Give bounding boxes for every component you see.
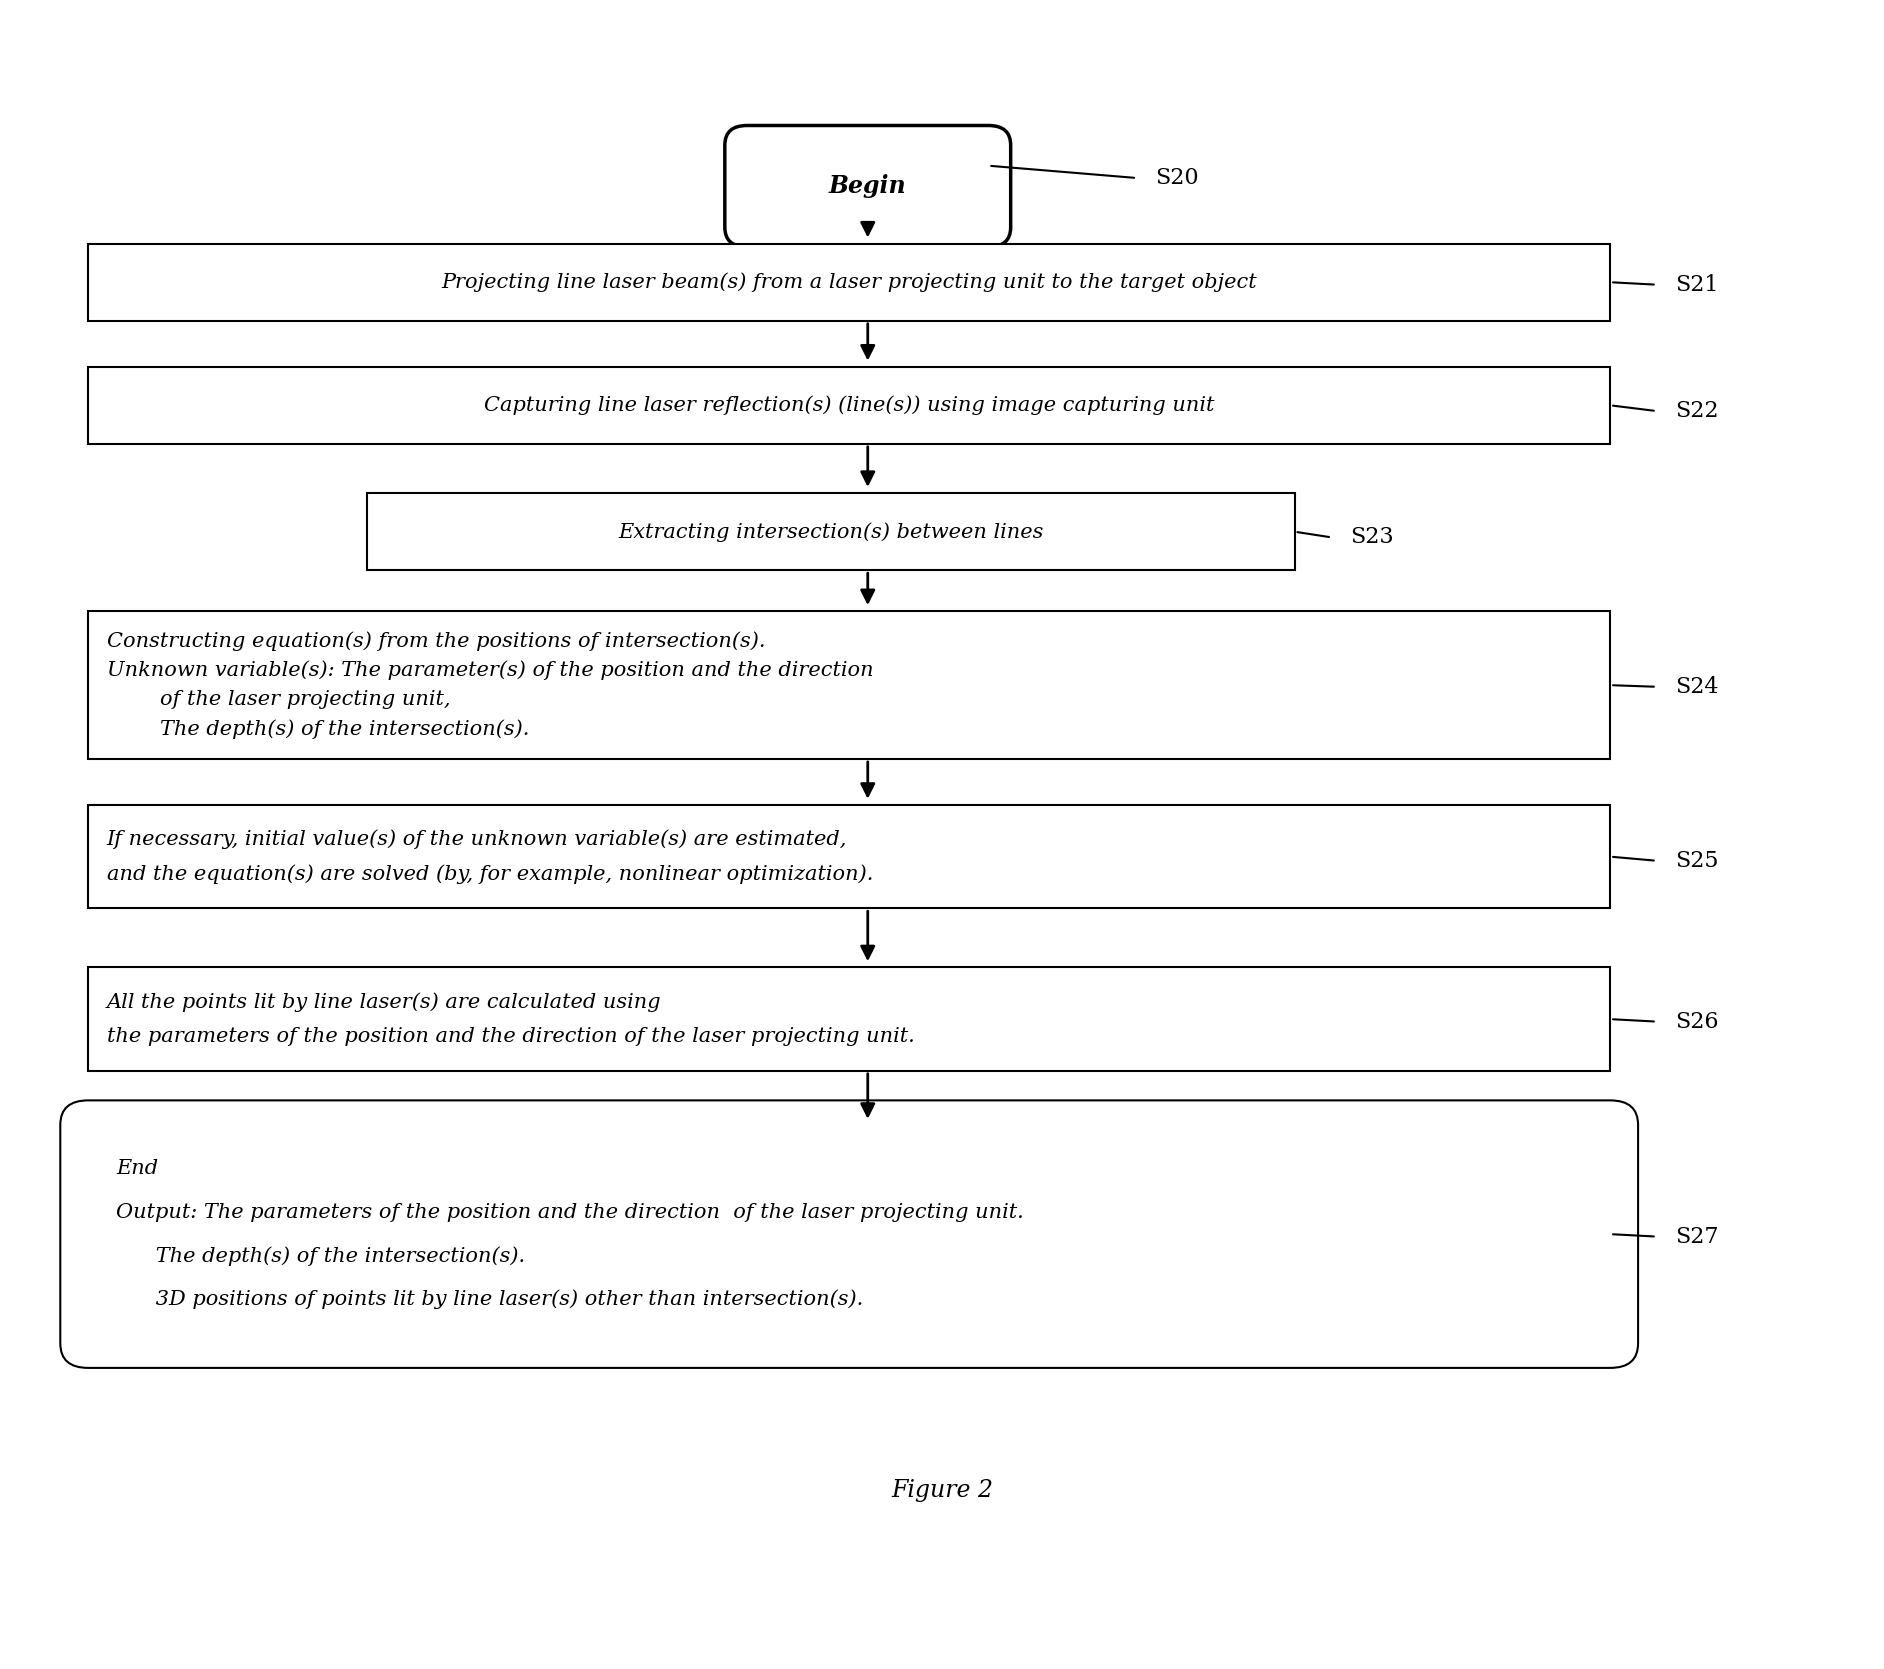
FancyBboxPatch shape [60, 1100, 1637, 1369]
Text: S21: S21 [1675, 274, 1718, 295]
Text: Begin: Begin [829, 174, 906, 199]
FancyBboxPatch shape [89, 367, 1611, 444]
FancyBboxPatch shape [89, 611, 1611, 759]
Text: S20: S20 [1155, 167, 1198, 189]
Text: S27: S27 [1675, 1225, 1718, 1248]
Text: the parameters of the position and the direction of the laser projecting unit.: the parameters of the position and the d… [107, 1026, 914, 1046]
Text: The depth(s) of the intersection(s).: The depth(s) of the intersection(s). [117, 1247, 526, 1265]
Text: of the laser projecting unit,: of the laser projecting unit, [107, 691, 450, 709]
Text: Output: The parameters of the position and the direction  of the laser projectin: Output: The parameters of the position a… [117, 1203, 1023, 1222]
FancyBboxPatch shape [725, 125, 1010, 247]
Text: Unknown variable(s): The parameter(s) of the position and the direction: Unknown variable(s): The parameter(s) of… [107, 661, 874, 681]
Text: Capturing line laser reflection(s) (line(s)) using image capturing unit: Capturing line laser reflection(s) (line… [484, 396, 1215, 416]
Text: Constructing equation(s) from the positions of intersection(s).: Constructing equation(s) from the positi… [107, 631, 765, 651]
Text: All the points lit by line laser(s) are calculated using: All the points lit by line laser(s) are … [107, 991, 661, 1011]
Text: S25: S25 [1675, 850, 1718, 871]
Text: 3D positions of points lit by line laser(s) other than intersection(s).: 3D positions of points lit by line laser… [117, 1290, 863, 1310]
FancyBboxPatch shape [89, 968, 1611, 1071]
Text: S22: S22 [1675, 401, 1718, 422]
Text: The depth(s) of the intersection(s).: The depth(s) of the intersection(s). [107, 719, 529, 739]
Text: Projecting line laser beam(s) from a laser projecting unit to the target object: Projecting line laser beam(s) from a las… [441, 272, 1257, 292]
FancyBboxPatch shape [89, 804, 1611, 908]
Text: Extracting intersection(s) between lines: Extracting intersection(s) between lines [618, 522, 1044, 541]
Text: Figure 2: Figure 2 [891, 1479, 993, 1502]
FancyBboxPatch shape [367, 492, 1294, 571]
Text: End: End [117, 1160, 158, 1178]
FancyBboxPatch shape [89, 244, 1611, 320]
Text: S23: S23 [1351, 526, 1394, 549]
Text: S26: S26 [1675, 1011, 1718, 1033]
Text: If necessary, initial value(s) of the unknown variable(s) are estimated,: If necessary, initial value(s) of the un… [107, 829, 848, 850]
Text: S24: S24 [1675, 676, 1718, 698]
Text: and the equation(s) are solved (by, for example, nonlinear optimization).: and the equation(s) are solved (by, for … [107, 865, 872, 883]
